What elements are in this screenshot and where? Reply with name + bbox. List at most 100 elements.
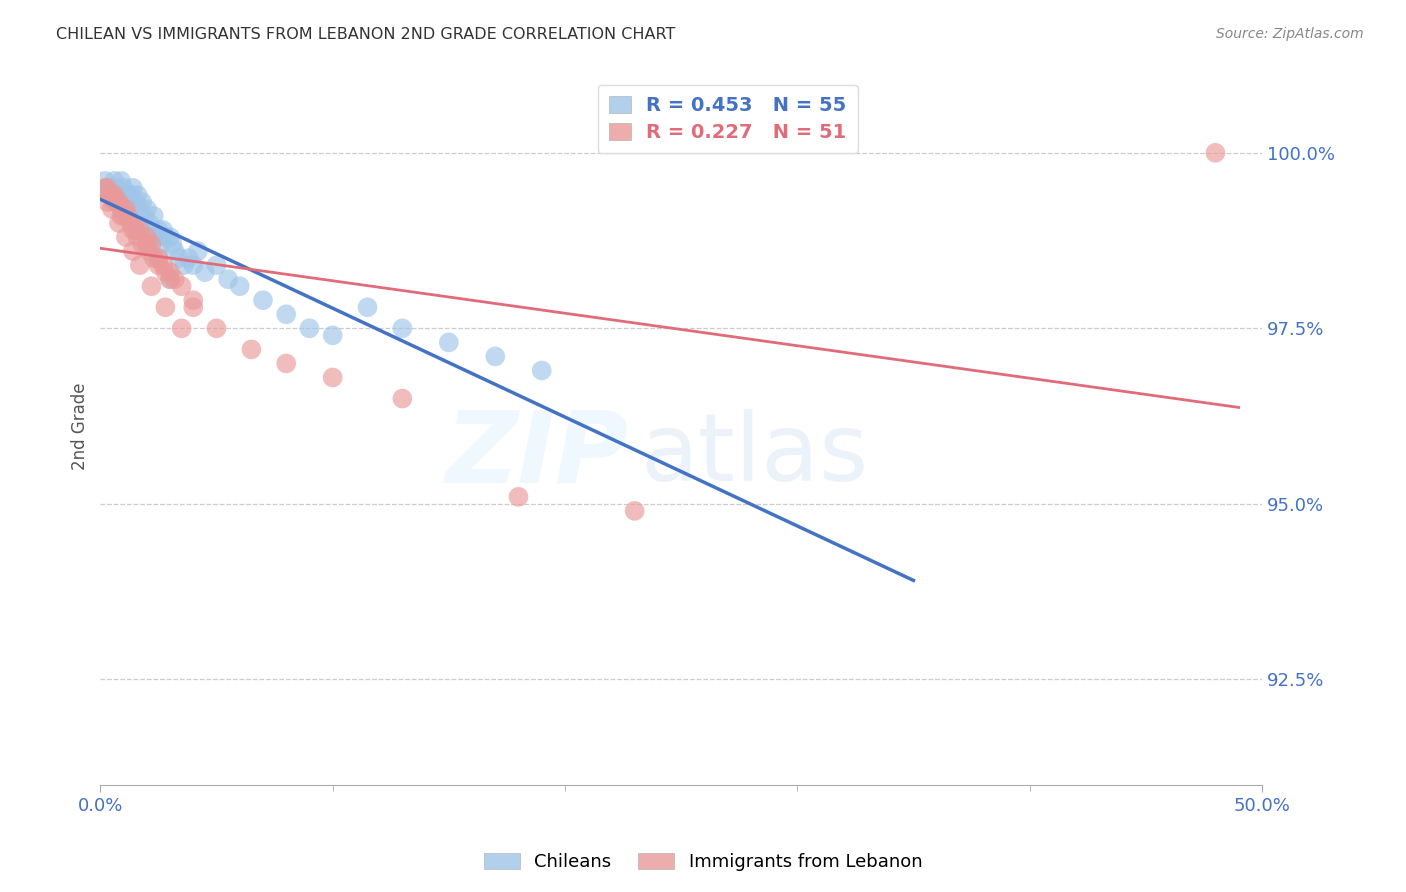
Point <box>205 321 228 335</box>
Point <box>205 258 228 272</box>
Point <box>187 244 209 258</box>
Point <box>103 174 125 188</box>
Point <box>152 258 174 272</box>
Point <box>115 202 138 216</box>
Point <box>181 300 204 314</box>
Point <box>105 194 128 209</box>
Point <box>110 209 132 223</box>
Point <box>170 321 193 335</box>
Point <box>173 258 195 272</box>
Point <box>229 279 252 293</box>
Point <box>120 216 142 230</box>
Point <box>112 181 135 195</box>
Legend: Chileans, Immigrants from Lebanon: Chileans, Immigrants from Lebanon <box>477 846 929 879</box>
Point <box>112 202 135 216</box>
Point <box>276 356 298 370</box>
Point <box>94 174 117 188</box>
Point <box>163 272 186 286</box>
Point <box>623 504 645 518</box>
Point <box>181 258 204 272</box>
Point <box>159 230 181 244</box>
Point <box>391 392 413 406</box>
Point <box>162 237 184 252</box>
Point <box>141 223 163 237</box>
Point <box>155 265 177 279</box>
Point <box>391 321 413 335</box>
Point <box>148 251 170 265</box>
Point <box>128 258 150 272</box>
Point <box>148 223 170 237</box>
Point <box>108 216 131 230</box>
Point <box>141 237 163 252</box>
Point <box>149 237 172 252</box>
Point <box>152 223 174 237</box>
Point <box>124 194 146 209</box>
Point <box>108 194 131 209</box>
Text: CHILEAN VS IMMIGRANTS FROM LEBANON 2ND GRADE CORRELATION CHART: CHILEAN VS IMMIGRANTS FROM LEBANON 2ND G… <box>56 27 676 42</box>
Point <box>135 237 157 252</box>
Point <box>155 230 177 244</box>
Point <box>110 202 132 216</box>
Point <box>115 194 138 209</box>
Point <box>124 216 146 230</box>
Point <box>131 194 153 209</box>
Point <box>124 223 146 237</box>
Point <box>128 202 150 216</box>
Point <box>103 188 125 202</box>
Point <box>240 343 263 357</box>
Point <box>134 209 156 223</box>
Point <box>148 251 170 265</box>
Point <box>96 181 118 195</box>
Point <box>1204 145 1226 160</box>
Point <box>322 370 344 384</box>
Point <box>110 174 132 188</box>
Point <box>131 237 153 252</box>
Point <box>105 194 128 209</box>
Point <box>96 194 118 209</box>
Point <box>298 321 321 335</box>
Point <box>128 223 150 237</box>
Point <box>169 251 191 265</box>
Point <box>159 265 181 279</box>
Point <box>145 230 167 244</box>
Point <box>252 293 274 308</box>
Point <box>155 300 177 314</box>
Point <box>170 279 193 293</box>
Point <box>141 279 163 293</box>
Point <box>159 272 181 286</box>
Point <box>135 230 157 244</box>
Text: atlas: atlas <box>641 409 869 501</box>
Point <box>96 181 118 195</box>
Point <box>135 202 157 216</box>
Point <box>108 188 131 202</box>
Point <box>122 223 145 237</box>
Point <box>142 209 165 223</box>
Point <box>105 181 128 195</box>
Point <box>356 300 378 314</box>
Point <box>101 188 124 202</box>
Point <box>138 244 160 258</box>
Point <box>181 293 204 308</box>
Point <box>127 230 149 244</box>
Point <box>484 350 506 364</box>
Point <box>142 251 165 265</box>
Point <box>117 188 139 202</box>
Point <box>112 209 135 223</box>
Point <box>120 188 142 202</box>
Point <box>98 181 121 195</box>
Point <box>103 194 125 209</box>
Point <box>138 216 160 230</box>
Point <box>117 209 139 223</box>
Point <box>101 181 124 195</box>
Point <box>94 181 117 195</box>
Point <box>194 265 217 279</box>
Point <box>322 328 344 343</box>
Point <box>122 181 145 195</box>
Point <box>437 335 460 350</box>
Y-axis label: 2nd Grade: 2nd Grade <box>72 383 89 470</box>
Point <box>148 258 170 272</box>
Point <box>217 272 239 286</box>
Point <box>163 244 186 258</box>
Point <box>530 363 553 377</box>
Point <box>159 272 181 286</box>
